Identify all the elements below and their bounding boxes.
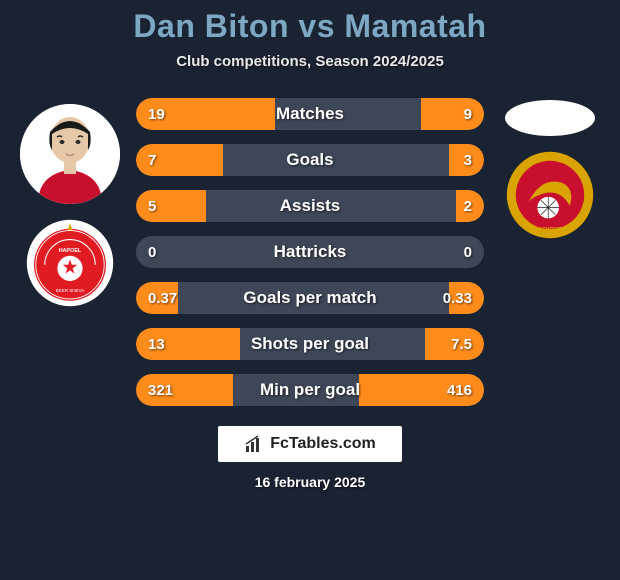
- player-left-column: HAPOEL BEER SHEVA: [10, 98, 130, 308]
- stat-label: Assists: [280, 196, 340, 216]
- svg-text:BEER SHEVA: BEER SHEVA: [56, 288, 84, 293]
- stat-value-right: 2: [464, 198, 472, 215]
- stat-value-left: 0: [148, 244, 156, 261]
- stat-value-left: 321: [148, 382, 173, 399]
- chart-icon: [244, 434, 264, 454]
- stat-label: Goals per match: [243, 288, 376, 308]
- bar-right: [421, 98, 484, 130]
- stat-label: Matches: [276, 104, 344, 124]
- stat-label: Min per goal: [260, 380, 360, 400]
- stat-value-right: 9: [464, 106, 472, 123]
- stat-label: Shots per goal: [251, 334, 369, 354]
- stat-row: 7 3 Goals: [136, 144, 484, 176]
- date-text: 16 february 2025: [255, 474, 366, 490]
- stat-row: 5 2 Assists: [136, 190, 484, 222]
- page-title: Dan Biton vs Mamatah: [133, 8, 486, 45]
- footer: FcTables.com 16 february 2025: [218, 426, 402, 490]
- stat-value-right: 0: [464, 244, 472, 261]
- stat-label: Goals: [286, 150, 333, 170]
- stat-value-right: 7.5: [451, 336, 472, 353]
- player-right-avatar: [505, 100, 595, 136]
- stats-column: 19 9 Matches 7 3 Goals 5 2 Assists 0 0 Hattricks 0.3…: [130, 98, 490, 406]
- content-row: HAPOEL BEER SHEVA 19 9 Matches 7 3 Goals 5 2 Ass…: [0, 98, 620, 406]
- stat-value-right: 416: [447, 382, 472, 399]
- club-crest-icon: HAPOEL BEER SHEVA: [25, 218, 115, 308]
- svg-text:HAPOEL: HAPOEL: [59, 248, 82, 254]
- subtitle: Club competitions, Season 2024/2025: [176, 53, 444, 70]
- brand-badge: FcTables.com: [218, 426, 402, 462]
- player-left-avatar: [20, 104, 120, 204]
- stat-row: 321 416 Min per goal: [136, 374, 484, 406]
- stat-label: Hattricks: [274, 242, 347, 262]
- stat-value-left: 0.37: [148, 290, 177, 307]
- svg-text:ASHDOD: ASHDOD: [538, 227, 561, 233]
- brand-text: FcTables.com: [270, 435, 376, 453]
- stat-value-right: 0.33: [443, 290, 472, 307]
- player-right-column: ASHDOD: [490, 98, 610, 240]
- stat-value-left: 19: [148, 106, 165, 123]
- stat-value-left: 13: [148, 336, 165, 353]
- club-crest-icon: ASHDOD: [505, 150, 595, 240]
- stat-row: 0.37 0.33 Goals per match: [136, 282, 484, 314]
- bar-left: [136, 190, 206, 222]
- stat-value-right: 3: [464, 152, 472, 169]
- person-icon: [20, 104, 120, 204]
- stat-value-left: 7: [148, 152, 156, 169]
- stat-row: 13 7.5 Shots per goal: [136, 328, 484, 360]
- club-left-badge: HAPOEL BEER SHEVA: [25, 218, 115, 308]
- stat-row: 19 9 Matches: [136, 98, 484, 130]
- comparison-card: Dan Biton vs Mamatah Club competitions, …: [0, 0, 620, 580]
- stat-row: 0 0 Hattricks: [136, 236, 484, 268]
- stat-value-left: 5: [148, 198, 156, 215]
- club-right-badge: ASHDOD: [505, 150, 595, 240]
